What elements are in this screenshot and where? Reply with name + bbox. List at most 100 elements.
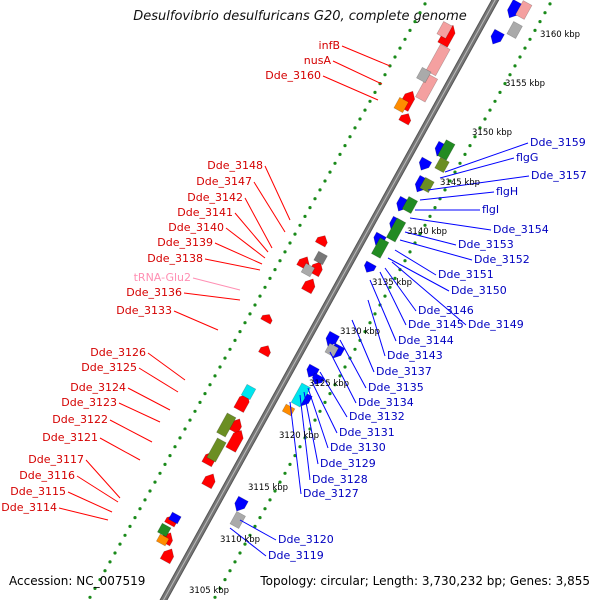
label-leader [322,75,379,101]
left-tick-dot [178,436,182,440]
label-leader [404,231,457,246]
label-leader [427,175,530,191]
label-leader [239,519,277,541]
label-leader [118,402,161,423]
scale-label: 3120 kbp [279,431,319,441]
label-leader [319,371,348,418]
label-leader [204,258,261,271]
cds-block [206,437,227,463]
left-tick-dot [393,55,397,59]
left-tick-dot [158,471,162,475]
scale-label: 3125 kbp [309,379,349,389]
left-tick-dot [368,99,372,103]
forward-gene [258,345,271,358]
gene-label-left: Dde_3121 [42,431,98,444]
cds-block [281,403,296,417]
left-tick-dot [133,516,137,520]
forward-gene [314,235,328,248]
right-tick-dot [398,268,402,272]
right-tick-dot [433,206,437,210]
gene-label-left: Dde_3148 [207,159,263,172]
right-tick-dot [448,179,452,183]
right-tick-dot [368,321,372,325]
left-tick-dot [183,427,187,431]
left-tick-dot [328,170,332,174]
label-leader [341,45,391,67]
cds-block [393,96,409,114]
left-tick-dot [128,524,132,529]
right-tick-dot [263,507,267,511]
left-tick-dot [318,188,322,192]
right-tick-dot [463,152,467,156]
right-tick-dot [273,489,277,493]
left-tick-dot [253,303,257,307]
gene-label-right: Dde_3134 [358,396,414,409]
gene-label-left: Dde_3147 [196,175,252,188]
right-tick-dot [548,2,552,6]
cds-block [419,176,435,194]
right-tick-dot [458,161,462,165]
reverse-gene [490,28,505,45]
gene-label-right: flgG [516,151,538,164]
label-leader [173,310,219,331]
cds-block [515,0,533,20]
left-tick-dot [248,312,252,316]
label-leader [369,279,397,342]
left-tick-dot [233,338,237,342]
gene-label-right: Dde_3120 [278,533,334,546]
label-leader [229,527,267,557]
left-tick-dot [243,321,247,325]
right-tick-dot [418,232,422,236]
label-leader [76,475,119,503]
left-tick-dot [208,383,212,387]
gene-label-right: Dde_3119 [268,549,324,562]
reverse-gene [507,0,524,19]
label-leader [85,459,121,499]
label-leader [329,351,357,404]
right-tick-dot [423,223,427,227]
right-tick-dot [323,400,327,404]
gene-label-right: Dde_3144 [398,334,454,347]
right-tick-dot [493,99,497,103]
left-tick-dot [403,37,407,41]
right-tick-dot [343,365,347,369]
left-tick-dot [98,578,102,582]
tick-dot-tracks [88,2,552,599]
gene-label-right: Dde_3127 [303,487,359,500]
left-tick-dot [303,214,307,218]
right-tick-dot [533,28,537,32]
left-tick-dot [163,462,167,466]
reverse-gene [234,495,249,512]
label-leader [253,181,286,233]
scale-label: 3150 kbp [472,128,512,138]
label-leader [387,257,450,292]
gene-features [155,0,533,565]
label-leader [214,242,263,265]
left-tick-dot [373,90,377,94]
right-tick-dot [543,11,547,15]
label-leader [244,197,273,249]
right-tick-dot [443,188,447,192]
forward-gene [425,43,451,77]
cds-block [290,382,311,408]
reverse-gene [363,260,377,273]
left-tick-dot [358,117,362,121]
left-tick-dot [363,108,367,112]
left-tick-dot [198,400,202,404]
cds-block [313,250,328,266]
gene-label-right: Dde_3154 [493,223,549,236]
left-tick-dot [323,179,327,183]
gene-label-left: infB [319,39,340,52]
right-tick-dot [503,82,507,86]
gene-label-right: Dde_3137 [376,365,432,378]
gene-label-right: Dde_3143 [387,349,443,362]
gene-label-right: Dde_3128 [312,473,368,486]
gene-label-left: Dde_3140 [168,221,224,234]
gene-label-right: Dde_3149 [468,318,524,331]
left-tick-dot [258,294,262,298]
right-tick-dot [293,454,297,458]
label-leader [147,352,186,381]
left-tick-dot [313,197,317,201]
right-tick-dot [253,524,257,529]
right-tick-dot [373,312,377,316]
